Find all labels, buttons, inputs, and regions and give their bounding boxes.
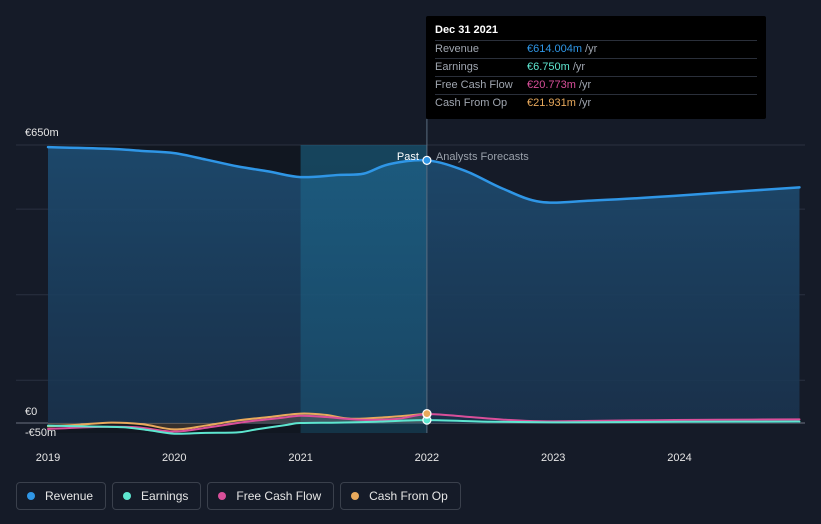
legend-label: Free Cash Flow (236, 489, 322, 503)
cash-from-op-marker (422, 409, 432, 419)
x-tick-label: 2023 (541, 452, 565, 464)
legend-dot-icon (351, 492, 360, 500)
y-tick-label: -€50m (25, 427, 56, 439)
earnings-line (47, 419, 801, 435)
tooltip-row-free-cash-flow: Free Cash Flow €20.773m /yr (435, 76, 757, 94)
tooltip-value: €6.750m (527, 61, 570, 73)
tooltip-unit: /yr (572, 61, 586, 73)
tooltip-label: Revenue (435, 43, 480, 55)
x-tick-label: 2024 (667, 452, 691, 464)
tooltip-row-earnings: Earnings €6.750m /yr (435, 58, 757, 76)
legend-item-earnings[interactable]: Earnings (112, 482, 202, 510)
forecast-label: Analysts Forecasts (436, 151, 529, 163)
y-tick-label: €0 (25, 406, 37, 418)
tooltip-label: Free Cash Flow (435, 79, 513, 91)
tooltip-value: €21.931m (527, 97, 576, 109)
y-tick-label: €650m (25, 127, 59, 139)
tooltip-value: €20.773m (527, 79, 576, 91)
series-lines (46, 145, 801, 435)
legend-dot-icon (218, 492, 227, 500)
x-tick-label: 2021 (288, 452, 312, 464)
legend-item-cash-from-op[interactable]: Cash From Op (340, 482, 461, 510)
selected-period-highlight (300, 145, 427, 433)
legend-item-free-cash-flow[interactable]: Free Cash Flow (207, 482, 335, 510)
past-label: Past (397, 151, 419, 163)
legend-label: Cash From Op (369, 489, 448, 503)
legend-label: Earnings (141, 489, 189, 503)
tooltip-row-cash-from-op: Cash From Op €21.931m /yr (435, 94, 757, 112)
tooltip-date: Dec 31 2021 (435, 24, 498, 36)
tooltip-unit: /yr (578, 97, 592, 109)
tooltip-value: €614.004m (527, 43, 583, 55)
legend-dot-icon (123, 492, 132, 500)
data-tooltip: Dec 31 2021 Revenue €614.004m /yr Earnin… (426, 16, 766, 119)
revenue-marker (422, 155, 432, 165)
revenue-line (46, 145, 801, 204)
tooltip-label: Cash From Op (435, 97, 508, 109)
axis-labels: €650m €0 -€50m 2019 2020 2021 2022 2023 2024 Past… (25, 127, 692, 464)
series-markers (422, 155, 432, 425)
chart-legend: Revenue Earnings Free Cash Flow Cash Fro… (16, 482, 461, 510)
tooltip-unit: /yr (585, 43, 598, 55)
tooltip-row-revenue: Revenue €614.004m /yr (435, 40, 757, 58)
tooltip-unit: /yr (578, 79, 592, 91)
x-tick-label: 2020 (162, 452, 186, 464)
legend-dot-icon (27, 492, 35, 500)
free-cash-flow-line (47, 413, 801, 433)
x-tick-label: 2019 (36, 452, 60, 464)
tooltip-label: Earnings (435, 61, 479, 73)
legend-item-revenue[interactable]: Revenue (16, 482, 107, 510)
x-tick-label: 2022 (415, 452, 439, 464)
legend-label: Revenue (45, 489, 94, 503)
